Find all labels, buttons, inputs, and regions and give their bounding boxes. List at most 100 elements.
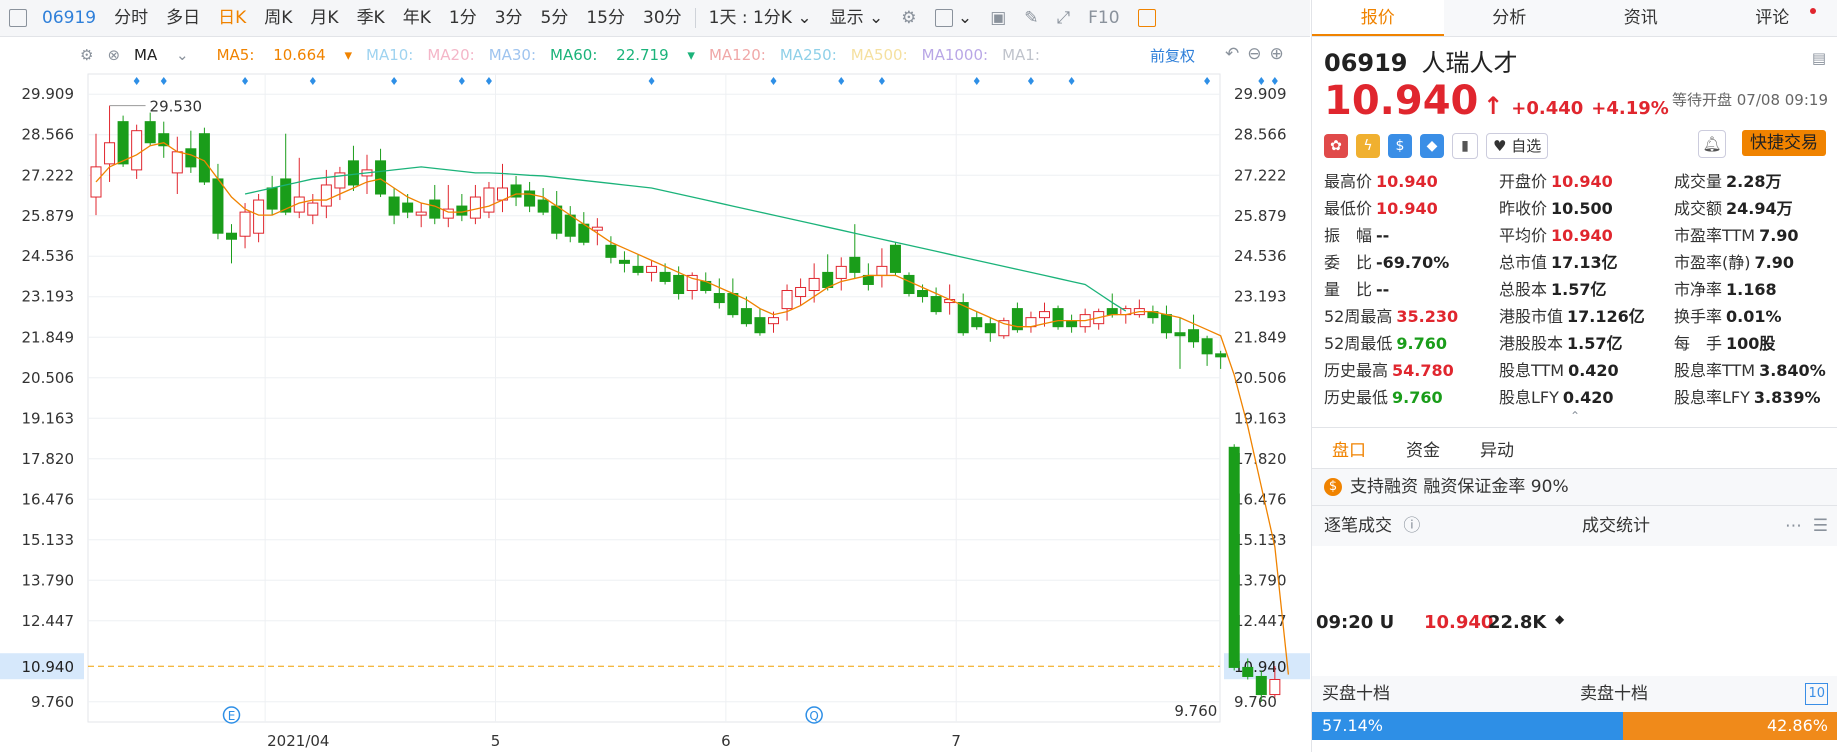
event-diamond bbox=[161, 77, 167, 85]
depth-10-icon[interactable]: 10 bbox=[1805, 683, 1828, 705]
stock-code[interactable]: 06919 bbox=[36, 0, 105, 36]
stat-value: 24.94万 bbox=[1726, 199, 1793, 218]
stat-label: 换手率 bbox=[1674, 307, 1722, 326]
x-tick-label: 6 bbox=[721, 732, 731, 750]
panel-tab-2[interactable]: 资讯 bbox=[1575, 0, 1707, 36]
period-tab-11[interactable]: 30分 bbox=[634, 0, 691, 36]
y-tick-label-left: 19.163 bbox=[22, 409, 75, 427]
stat-value: 3.839% bbox=[1754, 388, 1821, 407]
stat-value: 54.780 bbox=[1392, 361, 1454, 380]
plot-frame bbox=[88, 74, 1220, 722]
y-tick-label-left: 17.820 bbox=[22, 450, 75, 468]
y-tick-label-left: 24.536 bbox=[22, 247, 75, 265]
list-icon[interactable]: ☰ bbox=[1813, 506, 1828, 546]
event-diamond bbox=[1069, 77, 1075, 85]
stat-label: 历史最低 bbox=[1324, 388, 1388, 407]
display-menu-label: 显示 bbox=[830, 8, 864, 28]
period-tab-6[interactable]: 年K bbox=[394, 0, 440, 36]
fullscreen-icon[interactable]: ⤢ bbox=[1048, 0, 1080, 36]
period-tab-10[interactable]: 15分 bbox=[577, 0, 634, 36]
current-price-label-left: 10.940 bbox=[22, 658, 75, 676]
panel-tab-0[interactable]: 报价 bbox=[1312, 0, 1444, 36]
period-tab-3[interactable]: 周K bbox=[255, 0, 301, 36]
candle-body bbox=[782, 291, 792, 309]
quote-code: 06919 bbox=[1324, 49, 1408, 77]
x-tick-label: 2021/04 bbox=[267, 732, 329, 750]
event-diamond bbox=[771, 77, 777, 85]
event-marker-label: E bbox=[228, 709, 236, 723]
candle-body bbox=[809, 278, 819, 290]
panel-tab-label: 评论 bbox=[1755, 8, 1789, 28]
high-annotation: 29.530 bbox=[150, 98, 203, 116]
y-tick-label-left: 21.849 bbox=[22, 328, 75, 346]
period-select[interactable]: 1天 : 1分K ⌄ bbox=[700, 0, 821, 36]
more-icon[interactable]: ⋯ bbox=[1785, 506, 1802, 546]
pencil-icon[interactable]: ✎ bbox=[1015, 0, 1047, 36]
stat-value: 9.760 bbox=[1396, 334, 1447, 353]
trade-stats-title[interactable]: 成交统计 bbox=[1582, 506, 1650, 546]
display-menu[interactable]: 显示 ⌄ bbox=[821, 0, 893, 36]
candle-body bbox=[918, 291, 928, 297]
trade-price: 10.940 bbox=[1424, 612, 1493, 633]
menu-icon[interactable]: ▤ bbox=[1812, 49, 1826, 67]
period-tab-2[interactable]: 日K bbox=[209, 0, 255, 36]
quick-trade-button[interactable]: 快捷交易 bbox=[1742, 130, 1826, 156]
candle-body bbox=[213, 179, 223, 233]
period-tab-5[interactable]: 季K bbox=[348, 0, 394, 36]
bookmark-icon[interactable]: ▮ bbox=[1452, 133, 1478, 159]
detail-tab-1[interactable]: 资金 bbox=[1406, 436, 1440, 461]
f10-button[interactable]: F10 bbox=[1079, 0, 1128, 36]
watchlist-button[interactable]: ♥ 自选 bbox=[1486, 133, 1548, 159]
candle-body bbox=[687, 275, 697, 290]
period-tab-7[interactable]: 1分 bbox=[440, 0, 486, 36]
period-tab-4[interactable]: 月K bbox=[301, 0, 347, 36]
layout-icon[interactable] bbox=[0, 0, 36, 36]
candle-body bbox=[1107, 309, 1117, 315]
candle-body bbox=[376, 161, 386, 194]
period-tab-8[interactable]: 3分 bbox=[486, 0, 532, 36]
detail-tab-0[interactable]: 盘口 bbox=[1332, 436, 1366, 461]
lightning-icon[interactable]: ϟ bbox=[1356, 134, 1380, 158]
event-diamond bbox=[459, 77, 465, 85]
sell-ratio: 42.86% bbox=[1623, 712, 1837, 740]
detail-tab-2[interactable]: 异动 bbox=[1480, 436, 1514, 461]
y-tick-label-left: 16.476 bbox=[22, 490, 75, 508]
sidebar-toggle-icon[interactable] bbox=[1129, 0, 1165, 36]
stat-label: 市净率 bbox=[1674, 280, 1722, 299]
low-annotation: 9.760 bbox=[1174, 702, 1217, 720]
camera-icon[interactable]: ▣ bbox=[981, 0, 1015, 36]
buy-book-title: 买盘十档 bbox=[1322, 676, 1390, 712]
rectangle-icon[interactable]: ⌄ bbox=[926, 0, 982, 36]
tag-icon[interactable]: ◆ bbox=[1420, 134, 1444, 158]
hk-flag-icon[interactable]: ✿ bbox=[1324, 134, 1348, 158]
buy-ratio: 57.14% bbox=[1312, 712, 1623, 740]
dollar-icon[interactable]: $ bbox=[1388, 134, 1412, 158]
candle-body bbox=[850, 257, 860, 272]
panel-tab-1[interactable]: 分析 bbox=[1444, 0, 1576, 36]
quote-change: +0.440 bbox=[1511, 98, 1583, 119]
collapse-icon[interactable]: ⌃ bbox=[1312, 411, 1837, 421]
period-tab-1[interactable]: 多日 bbox=[157, 0, 209, 36]
settings-icon[interactable]: ⚙ bbox=[892, 0, 925, 36]
bell-icon[interactable]: 🔔︎ bbox=[1698, 130, 1726, 158]
period-tab-9[interactable]: 5分 bbox=[532, 0, 578, 36]
help-icon[interactable]: ⓘ bbox=[1403, 516, 1420, 536]
period-tab-0[interactable]: 分时 bbox=[105, 0, 157, 36]
y-tick-label-left: 12.447 bbox=[22, 612, 75, 630]
candle-body bbox=[592, 227, 602, 230]
y-tick-label-right: 17.820 bbox=[1234, 450, 1287, 468]
y-tick-label-right: 16.476 bbox=[1234, 490, 1287, 508]
panel-tab-3[interactable]: 评论 bbox=[1707, 0, 1837, 36]
candle-body bbox=[714, 294, 724, 303]
